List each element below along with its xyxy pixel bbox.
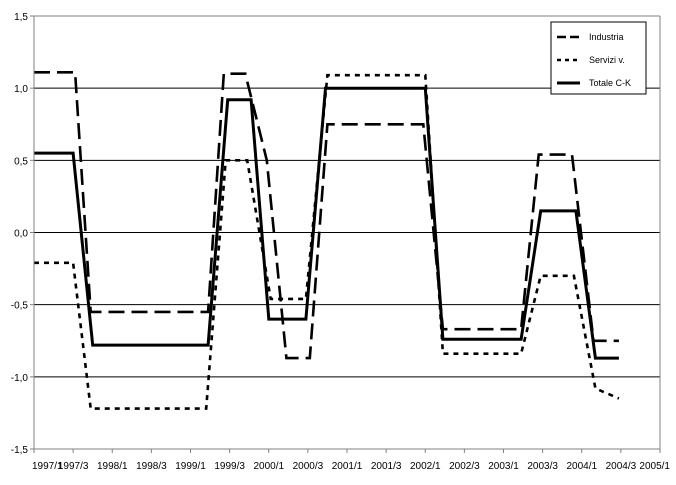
x-tick-label: 2000/1: [253, 461, 284, 472]
y-axis-tick-labels: 1,5 1,0 0,5 0,0 -0,5 -1,0 -1,5: [11, 12, 29, 456]
x-tick-label: 2003/3: [527, 461, 558, 472]
x-tick-label: 2001/3: [371, 461, 402, 472]
x-tick-label: 1997/1: [32, 461, 63, 472]
x-tick-label: 1999/1: [175, 461, 206, 472]
x-tick-label: 2005/1: [639, 461, 670, 472]
x-tick-label: 2003/1: [488, 461, 519, 472]
legend-label-2: Totale C-K: [589, 78, 631, 88]
legend-label-0: Industria: [589, 32, 624, 42]
x-tick-label: 1998/3: [136, 461, 167, 472]
series-line-0: [34, 71, 619, 360]
legend: Industria Servizi v. Totale C-K: [550, 21, 647, 95]
x-tick-label: 1997/3: [58, 461, 89, 472]
y-tick-label: -1,0: [11, 373, 29, 384]
x-tick-label: 2001/1: [332, 461, 363, 472]
x-tick-label: 2004/1: [566, 461, 597, 472]
x-tick-label: 1999/3: [214, 461, 245, 472]
x-tick-label: 1998/1: [97, 461, 128, 472]
x-tick-label: 2000/3: [293, 461, 324, 472]
y-tick-label: -0,5: [11, 301, 29, 312]
y-tick-label: 0,5: [14, 156, 28, 167]
axes: [30, 15, 661, 453]
x-tick-label: 2004/3: [606, 461, 637, 472]
series-line-2: [34, 86, 619, 360]
series-lines: [34, 71, 620, 410]
x-tick-label: 2002/3: [449, 461, 480, 472]
y-tick-label: 0,0: [14, 229, 28, 240]
y-tick-label: 1,5: [14, 12, 28, 23]
x-tick-label: 2002/1: [410, 461, 441, 472]
gridlines: [34, 87, 660, 378]
y-tick-label: 1,0: [14, 84, 28, 95]
y-tick-label: -1,5: [11, 445, 29, 456]
legend-label-1: Servizi v.: [589, 55, 625, 65]
